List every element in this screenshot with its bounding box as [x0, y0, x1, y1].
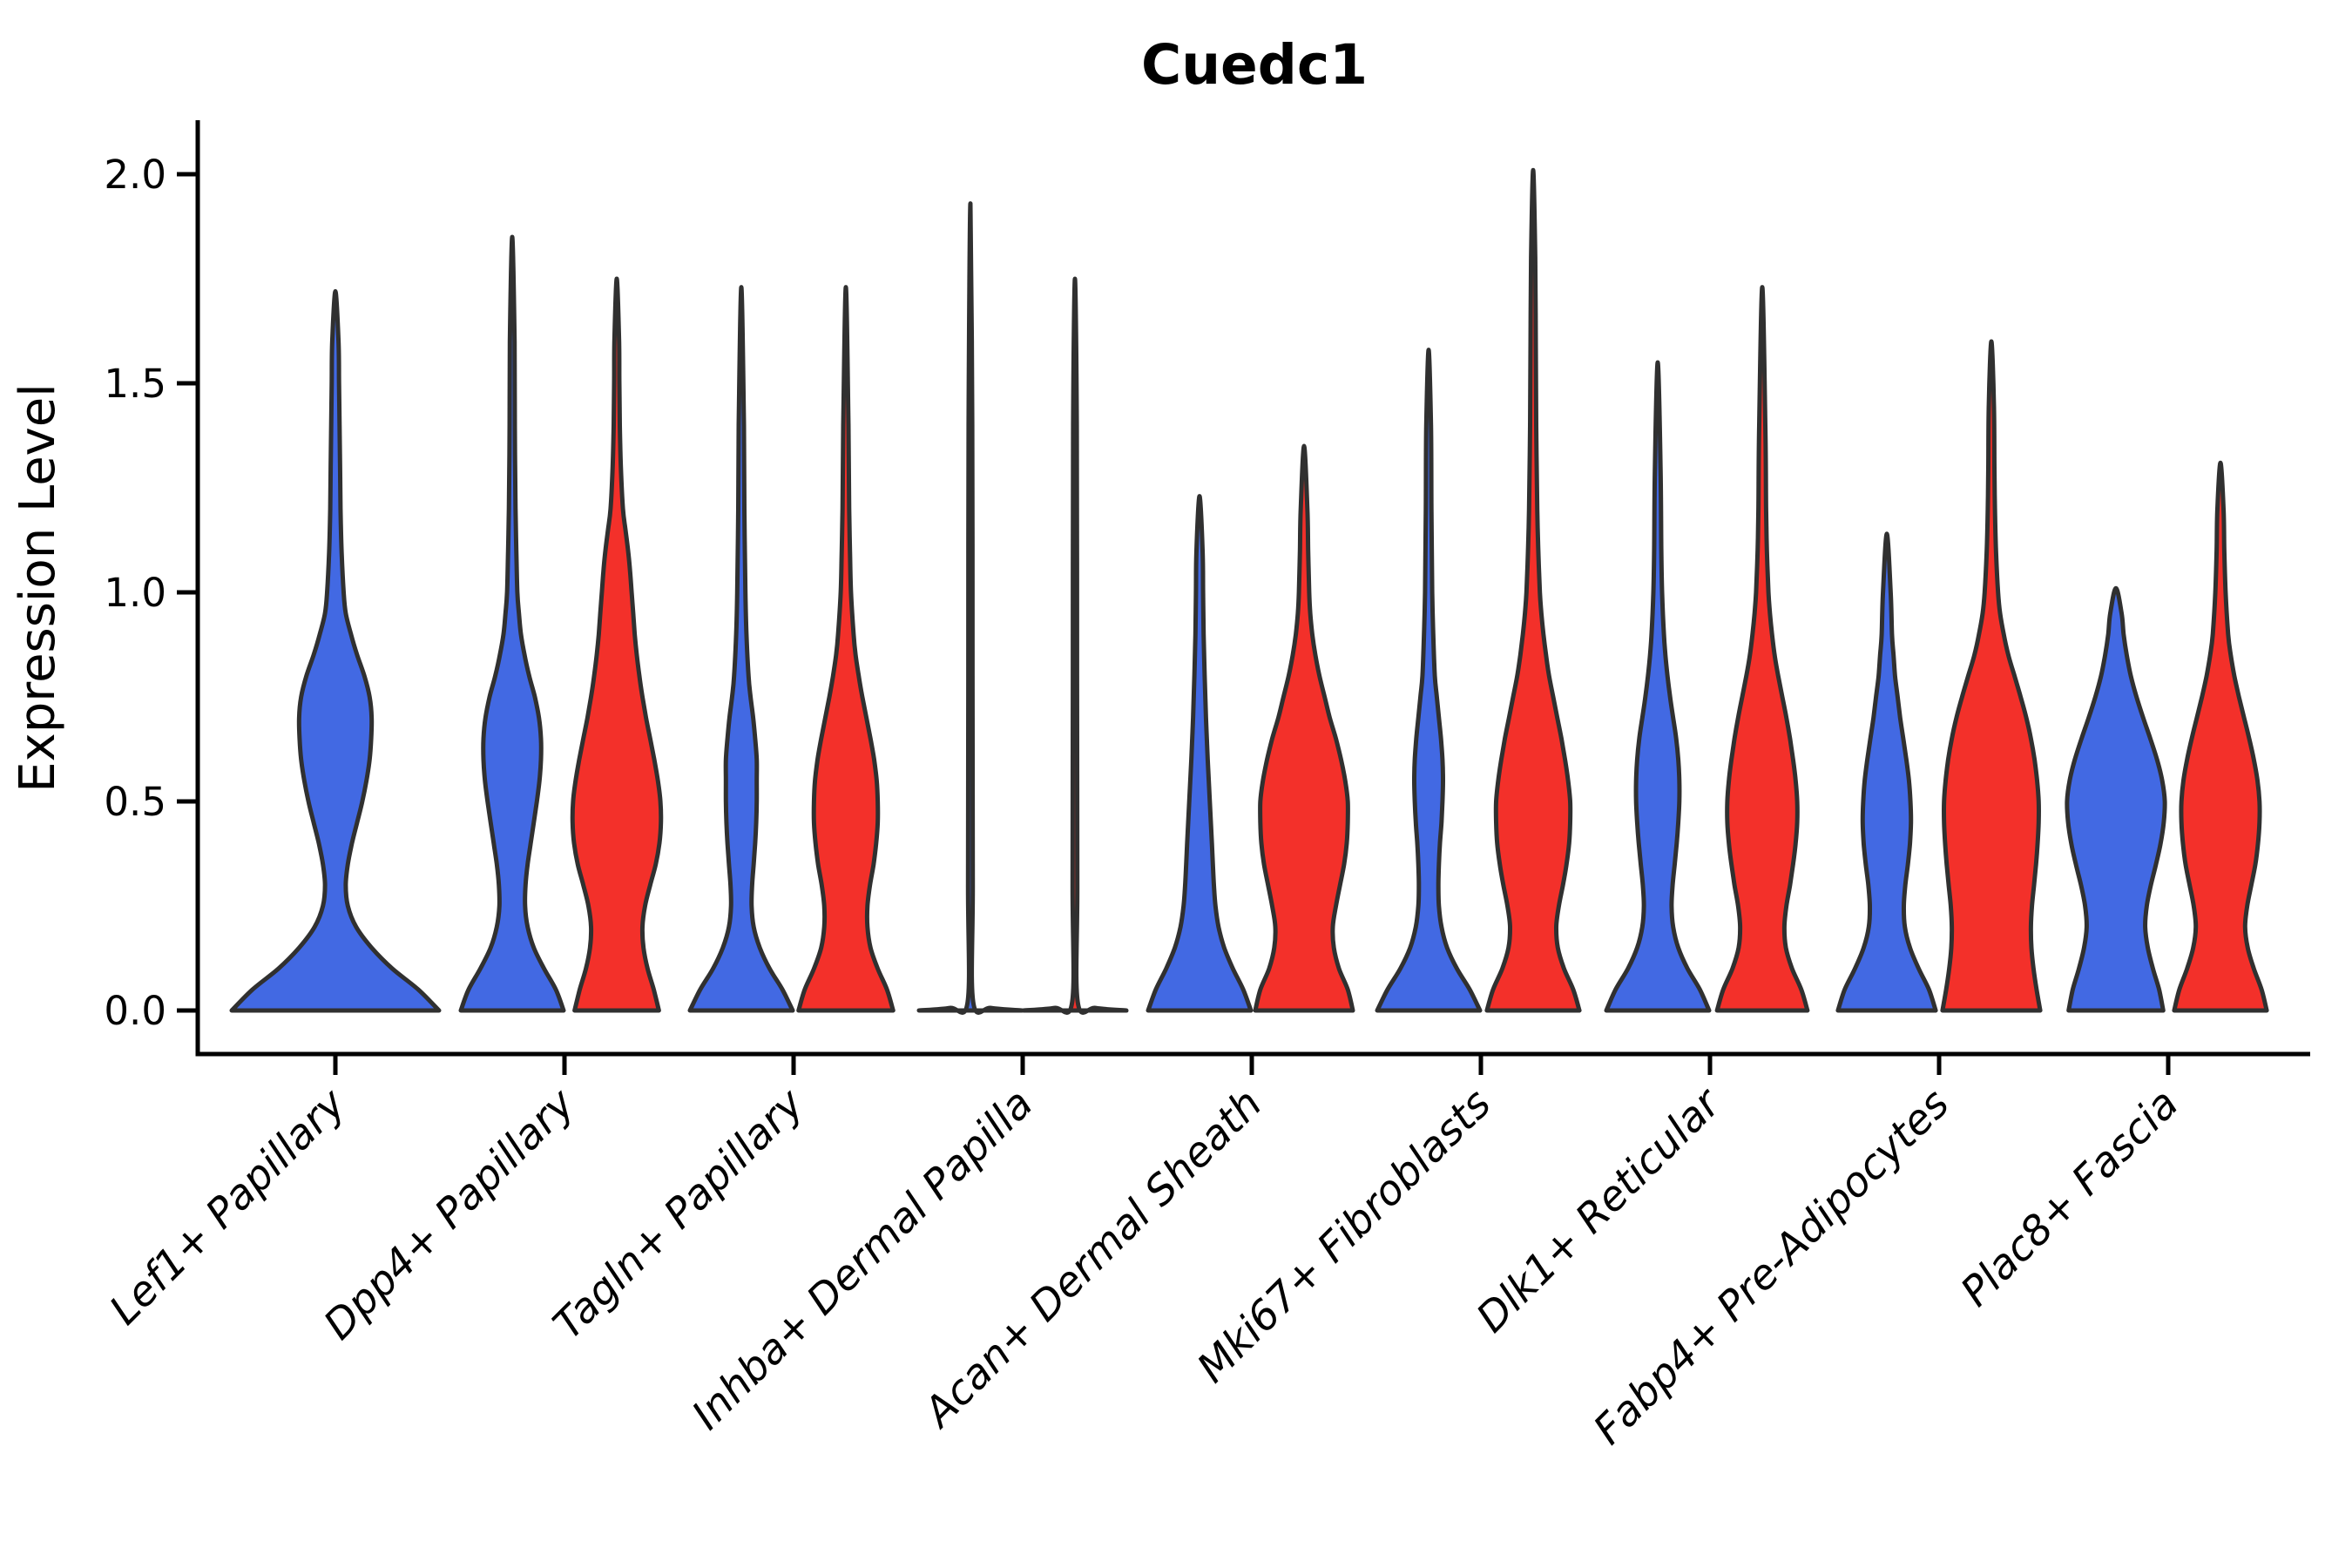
violin-blue-3	[916, 201, 1024, 1015]
y-tick-label-0: 0.0	[104, 988, 166, 1034]
violin-red-5	[1484, 167, 1582, 1013]
violin-red-3	[1021, 276, 1129, 1015]
x-tick-label-1: Dpp4+ Papillary	[314, 1079, 585, 1349]
y-ticks-layer: 0.0 0.5 1.0 1.5 2.0	[104, 152, 198, 1034]
y-tick-label-3: 1.5	[104, 361, 166, 407]
violins-layer	[229, 167, 2269, 1015]
violin-red-4	[1253, 443, 1355, 1013]
violin-blue-8	[2065, 585, 2167, 1013]
x-tick-label-0: Lef1+ Papillary	[100, 1079, 355, 1335]
x-tick-label-6: Dlk1+ Reticular	[1468, 1078, 1732, 1342]
violin-red-2	[796, 285, 896, 1013]
violin-blue-7	[1835, 531, 1938, 1013]
violin-blue-6	[1604, 360, 1712, 1013]
y-tick-label-4: 2.0	[104, 152, 166, 198]
violin-red-6	[1714, 285, 1810, 1013]
x-tick-label-8: Plac8+ Fascia	[1951, 1080, 2187, 1316]
y-axis-label: Expression Level	[10, 383, 66, 793]
plot-title: Cuedc1	[1141, 33, 1368, 97]
violin-blue-5	[1375, 348, 1483, 1013]
y-tick-label-1: 0.5	[104, 779, 166, 825]
violin-red-1	[570, 276, 664, 1013]
violin-blue-0	[229, 288, 442, 1013]
violin-blue-4	[1146, 494, 1254, 1013]
violin-red-8	[2172, 460, 2269, 1013]
violin-blue-2	[687, 285, 795, 1013]
y-tick-label-2: 1.0	[104, 570, 166, 616]
violin-blue-1	[458, 234, 566, 1013]
violin-red-7	[1940, 339, 2043, 1013]
x-tick-label-2: Tagln+ Papillary	[544, 1079, 814, 1349]
